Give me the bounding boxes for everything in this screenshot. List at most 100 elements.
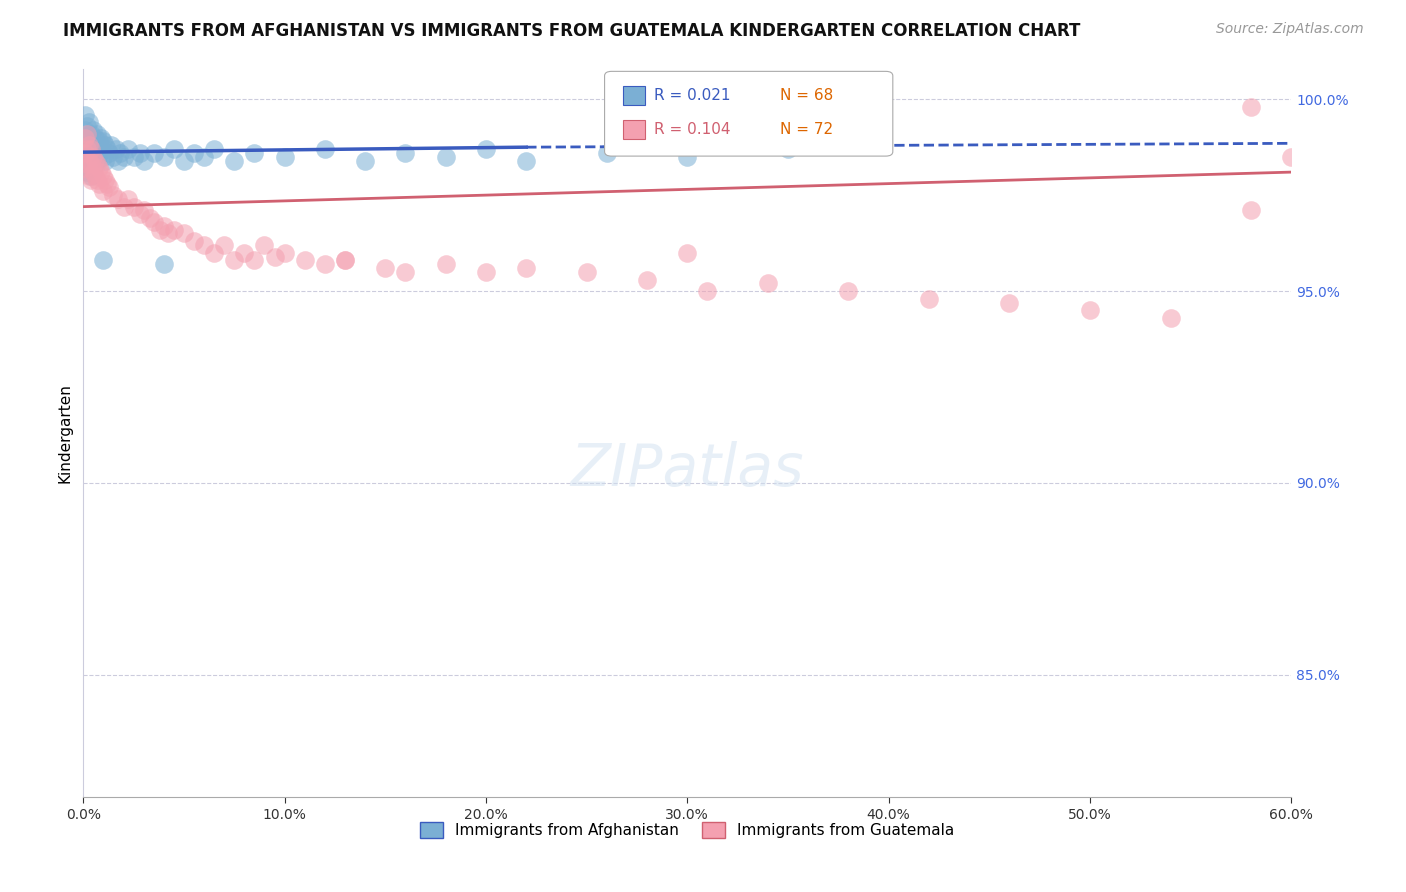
Point (173, 153, 195, 168)
Y-axis label: Kindergarten: Kindergarten (58, 383, 72, 483)
Point (515, 153, 537, 168)
Point (333, 253, 356, 268)
Point (108, 145, 131, 160)
Point (76, 150, 98, 164)
Point (117, 192, 139, 206)
Point (224, 153, 246, 168)
Point (294, 253, 316, 268)
Point (84, 153, 107, 168)
Point (202, 142, 225, 156)
Text: ZIPatlas: ZIPatlas (571, 441, 804, 498)
Legend: Immigrants from Afghanistan, Immigrants from Guatemala: Immigrants from Afghanistan, Immigrants … (413, 816, 960, 845)
Point (79, 138, 101, 153)
Point (89, 135, 111, 149)
Text: N = 72: N = 72 (780, 122, 834, 136)
Point (575, 265, 598, 279)
Point (82, 150, 104, 164)
Point (173, 227, 195, 241)
Point (90, 165, 112, 179)
Point (253, 238, 276, 252)
Point (434, 257, 457, 271)
Point (183, 234, 205, 248)
Point (89, 145, 111, 160)
Point (98, 145, 121, 160)
Point (75, 130, 97, 145)
Point (112, 150, 135, 164)
Point (90, 130, 112, 145)
Point (117, 142, 139, 156)
Point (93, 135, 115, 149)
Point (163, 142, 186, 156)
Point (212, 238, 235, 252)
Text: R = 0.104: R = 0.104 (654, 122, 730, 136)
Point (153, 257, 176, 271)
Point (75, 130, 97, 145)
Point (163, 222, 186, 236)
Point (156, 227, 179, 241)
Point (103, 188, 125, 202)
Point (94, 153, 117, 168)
Point (84, 142, 107, 156)
Point (82, 165, 104, 179)
Point (132, 153, 155, 168)
Point (1078, 303, 1101, 318)
Point (84, 130, 107, 145)
Point (434, 150, 457, 164)
Point (79, 145, 101, 160)
Point (676, 150, 699, 164)
Text: N = 68: N = 68 (780, 88, 834, 103)
Text: Source: ZipAtlas.com: Source: ZipAtlas.com (1216, 22, 1364, 37)
Point (80, 142, 103, 156)
Point (998, 295, 1021, 310)
Point (93, 253, 115, 268)
Point (94, 173, 117, 187)
Point (76, 127, 98, 141)
Point (76, 142, 98, 156)
Point (79, 115, 101, 129)
Point (75, 142, 97, 156)
Point (76, 165, 98, 179)
Point (153, 150, 176, 164)
Point (224, 253, 246, 268)
Point (75, 153, 97, 168)
Point (96, 177, 118, 191)
Point (837, 284, 859, 298)
Point (636, 272, 658, 286)
Point (82, 150, 104, 164)
Point (676, 245, 699, 260)
Point (76, 119, 98, 133)
Point (94, 138, 117, 153)
Point (86, 138, 108, 153)
Point (86, 127, 108, 141)
Point (202, 245, 225, 260)
Point (128, 145, 150, 160)
Point (107, 192, 129, 206)
Point (515, 260, 537, 275)
Point (1279, 150, 1302, 164)
Point (89, 177, 111, 191)
Point (93, 150, 115, 164)
Point (80, 169, 103, 183)
Point (273, 150, 295, 164)
Point (93, 184, 115, 198)
Point (132, 203, 155, 218)
Point (84, 157, 107, 171)
Point (80, 153, 103, 168)
Point (107, 153, 129, 168)
Point (128, 207, 150, 221)
Point (183, 145, 205, 160)
Point (98, 180, 121, 194)
Point (89, 161, 111, 176)
Point (314, 142, 336, 156)
Point (80, 173, 103, 187)
Point (193, 238, 215, 252)
Point (314, 257, 336, 271)
Point (918, 292, 941, 306)
Point (79, 153, 101, 168)
Point (354, 153, 377, 168)
Point (103, 150, 125, 164)
Point (75, 107, 97, 121)
Point (1160, 310, 1182, 325)
Point (475, 142, 498, 156)
Point (149, 222, 172, 236)
